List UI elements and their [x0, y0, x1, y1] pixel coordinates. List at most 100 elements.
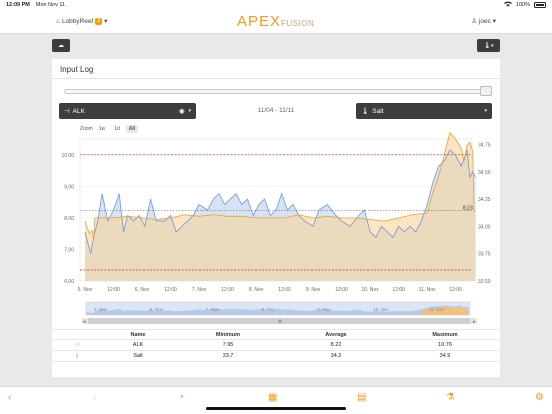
- brand-main: APEX: [237, 13, 282, 30]
- home-icon: ⌂: [56, 17, 60, 25]
- battery-percent: 100%: [515, 2, 530, 8]
- x-tick: 12:00: [107, 287, 120, 293]
- y-left-tick: 10.00: [61, 153, 74, 159]
- chevron-down-icon: ▾: [484, 108, 487, 114]
- left-probe-label: ALK: [72, 107, 85, 115]
- row-name: ALK: [132, 342, 144, 348]
- navigator-tick: 5. Nov: [94, 307, 108, 312]
- back-icon[interactable]: ‹: [8, 392, 12, 403]
- navigator-tick: 7. Nov: [206, 307, 220, 312]
- salt-line: [84, 149, 476, 254]
- card-title: Input Log: [60, 65, 94, 74]
- table-header: Name Minimum Average Maximum: [52, 329, 500, 340]
- thermometer-icon: 🌡: [483, 43, 492, 49]
- user-menu[interactable]: ♙ joec ▾: [471, 17, 496, 25]
- y-right-tick: 33.50: [478, 279, 491, 285]
- row-min: 7.95: [222, 342, 234, 348]
- alk-line: [84, 131, 476, 241]
- right-probe-label: Salt: [372, 107, 384, 115]
- schedule-icon[interactable]: ▤: [357, 392, 367, 403]
- scrollbar-thumb[interactable]: [88, 318, 470, 324]
- x-tick: 11. Nov: [419, 287, 436, 293]
- x-tick: 7. Nov: [192, 287, 207, 293]
- cloud-download-icon: ☁: [58, 43, 64, 49]
- summary-table: Name Minimum Average Maximum ⊣ ALK 7.95 …: [52, 329, 500, 362]
- x-tick: 12:00: [221, 287, 234, 293]
- thermometer-icon: 🌡: [361, 108, 370, 115]
- navigator-tick: 8. Nov: [262, 307, 276, 312]
- forward-icon[interactable]: ›: [93, 392, 97, 403]
- status-bar: 12:09 PM Mon Nov 11 100%: [0, 0, 552, 10]
- y-right-tick: 34.50: [478, 170, 491, 176]
- current-value-label: 8.23: [463, 206, 473, 212]
- eye-icon: ◉: [179, 108, 185, 115]
- x-tick: 9. Nov: [306, 287, 321, 293]
- navigator-series-alk: [421, 306, 469, 315]
- row-name: Salt: [133, 353, 143, 359]
- date-range: 11/04 - 11/11: [257, 107, 295, 114]
- gear-icon[interactable]: ⚙: [535, 392, 544, 403]
- notification-badge: 2: [95, 17, 103, 25]
- cloud-download-button[interactable]: ☁: [52, 39, 70, 52]
- table-row: ▯ Salt 33.7 34.2 34.9: [52, 351, 500, 362]
- chevron-down-icon: ▾: [104, 18, 108, 25]
- col-average: Average: [325, 331, 347, 338]
- flask-icon[interactable]: ⚗: [446, 392, 455, 403]
- x-tick: 12:00: [335, 287, 348, 293]
- alk-area: [85, 132, 476, 281]
- user-name: joec: [478, 18, 491, 25]
- y-right-tick: 34.75: [478, 142, 491, 148]
- alk-probe-icon: ⊣: [74, 342, 80, 348]
- site-selector[interactable]: ⌂ LobbyReef 2 ▾: [56, 17, 107, 25]
- scrollbar-grip-icon: Ⅲ: [278, 319, 281, 325]
- user-icon: ♙: [471, 18, 478, 25]
- x-tick: 5. Nov: [78, 287, 93, 293]
- home-indicator: [206, 407, 346, 410]
- chart: 6.00 7.00 8.00 9.00 10.00 33.50 33.75 34.00 34.2…: [61, 131, 491, 325]
- dashboard-icon[interactable]: ◔: [178, 392, 185, 403]
- row-avg: 34.2: [330, 353, 342, 359]
- zoom-1d-button[interactable]: 1d: [111, 125, 123, 133]
- chevron-down-icon: ▾: [491, 42, 494, 49]
- scroll-right-icon[interactable]: ▸: [473, 319, 476, 325]
- battery-icon: [534, 2, 546, 8]
- navigator-tick: 9. Nov: [317, 307, 331, 312]
- probe-menu-button[interactable]: 🌡 ▾: [477, 39, 500, 52]
- col-minimum: Minimum: [215, 331, 241, 338]
- scroll-left-icon[interactable]: ◂: [83, 319, 86, 325]
- navigator-tick: 10. Nov: [373, 307, 389, 312]
- x-tick: 12:00: [278, 287, 291, 293]
- col-name: Name: [130, 331, 146, 338]
- status-time: 12:09 PM: [6, 2, 30, 8]
- row-max: 34.9: [439, 353, 451, 359]
- brand-logo: APEXFUSION: [237, 13, 314, 30]
- probe-icon: ⊣: [64, 108, 70, 115]
- row-min: 33.7: [222, 353, 234, 359]
- zoom-controls: Zoom 1w 1d All: [80, 125, 139, 133]
- right-probe-select[interactable]: 🌡 Salt ▾: [356, 103, 492, 119]
- salt-probe-icon: ▯: [75, 353, 79, 359]
- divider: [52, 78, 500, 79]
- site-name: LobbyReef: [61, 17, 94, 25]
- status-date: Mon Nov 11: [35, 2, 66, 8]
- y-right-tick: 34.25: [478, 197, 491, 203]
- zoom-1w-button[interactable]: 1w: [95, 125, 109, 133]
- col-maximum: Maximum: [432, 331, 458, 338]
- wifi-icon: [503, 1, 512, 9]
- x-tick: 8. Nov: [249, 287, 264, 293]
- zoom-label: Zoom: [80, 126, 93, 132]
- calendar-icon[interactable]: ▦: [268, 392, 278, 403]
- x-tick: 12:00: [449, 287, 462, 293]
- row-avg: 8.22: [330, 342, 342, 348]
- visibility-toggle[interactable]: ◉ ▾: [174, 103, 196, 119]
- chevron-down-icon: ▾: [492, 18, 496, 25]
- slider-handle[interactable]: ⋮: [480, 86, 492, 96]
- zoom-all-button[interactable]: All: [125, 125, 139, 133]
- y-right-tick: 34.00: [478, 224, 491, 230]
- brand-sub: FUSION: [281, 19, 315, 28]
- row-max: 10.76: [438, 342, 452, 348]
- x-tick: 12:00: [164, 287, 177, 293]
- y-left-tick: 8.00: [64, 216, 74, 222]
- navigator-tick: 11. Nov: [429, 307, 445, 312]
- navigator-series: [86, 305, 469, 315]
